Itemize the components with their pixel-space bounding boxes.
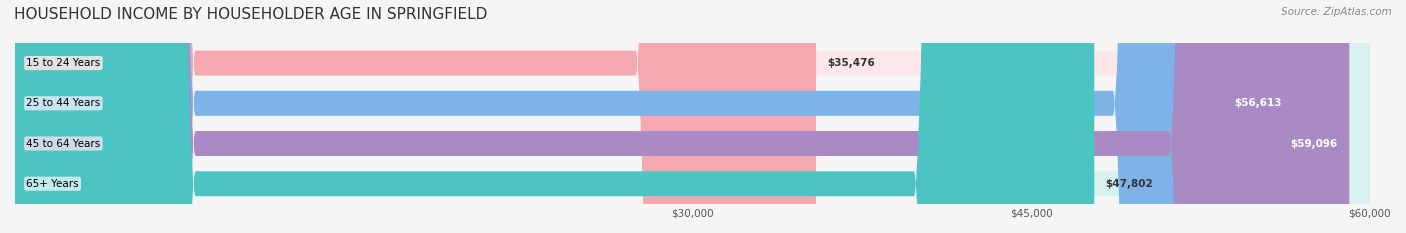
Text: $35,476: $35,476 bbox=[827, 58, 875, 68]
FancyBboxPatch shape bbox=[15, 0, 1350, 233]
Text: HOUSEHOLD INCOME BY HOUSEHOLDER AGE IN SPRINGFIELD: HOUSEHOLD INCOME BY HOUSEHOLDER AGE IN S… bbox=[14, 7, 488, 22]
FancyBboxPatch shape bbox=[15, 0, 815, 233]
Text: $59,096: $59,096 bbox=[1291, 138, 1339, 148]
FancyBboxPatch shape bbox=[15, 0, 1094, 233]
Text: $47,802: $47,802 bbox=[1105, 179, 1153, 189]
Text: $56,613: $56,613 bbox=[1234, 98, 1282, 108]
FancyBboxPatch shape bbox=[15, 0, 1369, 233]
Text: 25 to 44 Years: 25 to 44 Years bbox=[27, 98, 101, 108]
Text: Source: ZipAtlas.com: Source: ZipAtlas.com bbox=[1281, 7, 1392, 17]
FancyBboxPatch shape bbox=[15, 0, 1369, 233]
Text: 45 to 64 Years: 45 to 64 Years bbox=[27, 138, 101, 148]
Text: 65+ Years: 65+ Years bbox=[27, 179, 79, 189]
FancyBboxPatch shape bbox=[15, 0, 1369, 233]
FancyBboxPatch shape bbox=[15, 0, 1294, 233]
Text: 15 to 24 Years: 15 to 24 Years bbox=[27, 58, 101, 68]
FancyBboxPatch shape bbox=[15, 0, 1369, 233]
